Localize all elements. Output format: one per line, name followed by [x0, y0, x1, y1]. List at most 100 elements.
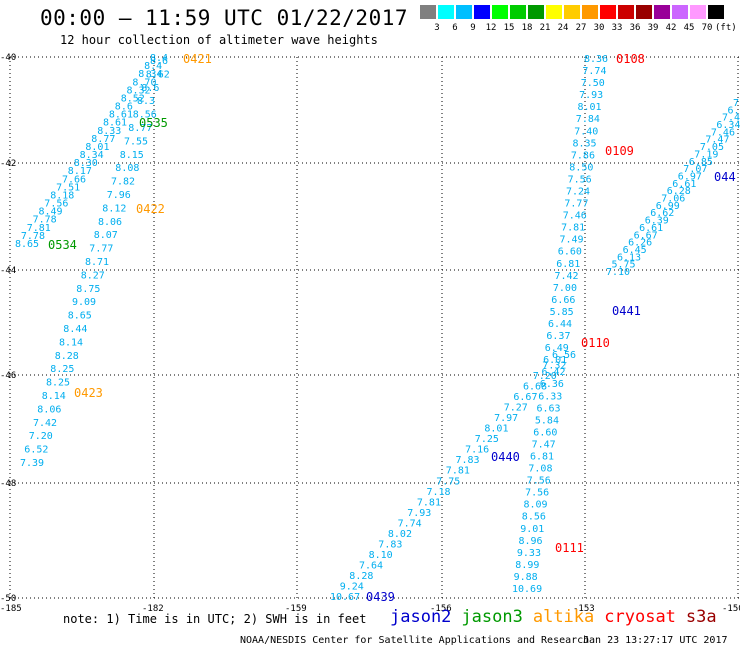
wave-height-value: 7.05 [700, 142, 724, 153]
wave-height-value: 7.42 [33, 418, 57, 429]
wave-height-value: 7.81 [446, 466, 470, 477]
wave-height-value: 9.01 [520, 524, 544, 535]
wave-height-value: 6.39 [645, 216, 669, 227]
wave-height-value: 6.52 [24, 445, 48, 456]
legend-swatch [600, 5, 616, 19]
wave-height-value: 7.18 [427, 487, 451, 498]
wave-height-value: 7.49 [560, 235, 584, 246]
wave-height-value: 7.24 [566, 187, 590, 198]
wave-height-value: 10.69 [512, 584, 542, 595]
wave-height-value: 8.6 [115, 102, 133, 113]
satellite-name: altika [532, 607, 595, 627]
latitude-label: -44 [0, 266, 16, 276]
legend-swatch [672, 5, 688, 19]
legend-label: 27 [575, 23, 587, 33]
wave-height-value: 7.10 [606, 267, 630, 278]
wave-height-value: 7.74 [398, 518, 422, 529]
legend-swatch [474, 5, 490, 19]
pass-time-label: 044 [714, 170, 736, 184]
legend-swatch [420, 5, 436, 19]
wave-height-value: 8.06 [98, 217, 122, 228]
wave-height-value: 6.60 [533, 427, 557, 438]
wave-height-value: 6.61 [672, 179, 696, 190]
wave-height-value: 7.42 [555, 271, 579, 282]
wave-height-value: 6.68 [523, 382, 547, 393]
map-grid [9, 56, 740, 599]
longitude-label: -153 [573, 604, 595, 614]
footer-note: note: 1) Time is in UTC; 2) SWH is in fe… [63, 612, 367, 626]
wave-height-value: 8.17 [68, 166, 92, 177]
wave-height-value: 6.28 [667, 186, 691, 197]
wave-height-value: 8.3 [137, 96, 155, 107]
wave-height-value: 7.16 [465, 445, 489, 456]
wave-height-value: 7.86 [571, 150, 595, 161]
latitude-label: -40 [0, 53, 16, 63]
wave-height-value: 6.13 [617, 252, 641, 263]
wave-height-value: 6.33 [538, 391, 562, 402]
pass-time-label: 0421 [183, 52, 212, 66]
wave-height-value: 8.08 [115, 163, 139, 174]
wave-height-value: 7.93 [579, 90, 603, 101]
wave-height-value: 8.75 [76, 284, 100, 295]
wave-height-value: 8.6 [141, 83, 159, 94]
wave-height-value: 6.67 [513, 392, 537, 403]
pass-time-label: 0535 [139, 116, 168, 130]
pass-time-label: 0108 [616, 52, 645, 66]
wave-height-value: 6.81 [556, 259, 580, 270]
wave-height-value: 7.27 [504, 403, 528, 414]
legend-swatch [708, 5, 724, 19]
wave-height-value: 7.83 [378, 539, 402, 550]
wave-height-value: 6.66 [551, 295, 575, 306]
wave-height-value: 7.84 [576, 114, 600, 125]
wave-height-value: 7.20 [533, 371, 557, 382]
wave-height-value: 8.56 [133, 110, 157, 121]
wave-height-value: 8.77 [91, 134, 115, 145]
legend-label: 21 [539, 23, 551, 33]
legend-swatch [510, 5, 526, 19]
legend-label: 36 [629, 23, 641, 33]
wave-height-value: 8.44 [63, 324, 87, 335]
wave-height-value: 8.28 [55, 351, 79, 362]
wave-height-value: 7.77 [564, 199, 588, 210]
wave-height-value: 7.56 [527, 476, 551, 487]
legend-label: (ft) [715, 23, 737, 33]
wave-height-value: 8.34 [138, 69, 162, 80]
wave-height-value: 8.07 [94, 230, 118, 241]
map-title: 00:00 – 11:59 UTC 01/22/2017 [40, 6, 409, 30]
legend-label: 42 [665, 23, 677, 33]
wave-height-value: 6.61 [639, 223, 663, 234]
wave-height-value: 6.45 [623, 245, 647, 256]
wave-height-value: 7 [733, 98, 739, 109]
legend-swatch [492, 5, 508, 19]
legend-swatch [636, 5, 652, 19]
satellite-name: jason2 [390, 607, 452, 627]
wave-height-value: 8.28 [349, 571, 373, 582]
wave-height-value: 7.40 [574, 126, 598, 137]
legend-label: 9 [470, 23, 476, 33]
wave-height-value: 6.99 [656, 201, 680, 212]
pass-time-label: 0109 [605, 144, 634, 158]
wave-height-value: 8.6 [150, 56, 168, 67]
wave-height-value: 8.14 [42, 391, 66, 402]
longitude-label: -159 [285, 604, 307, 614]
pass-time-label: 0423 [74, 386, 103, 400]
wave-height-value: 8.02 [388, 529, 412, 540]
wave-height-value: 6.81 [530, 452, 554, 463]
satellite-legend: jason2 jason3 altika cryosat s3a [390, 607, 727, 627]
wave-height-value: 6.60 [558, 247, 582, 258]
wave-height-value: 8.61 [103, 118, 127, 129]
legend-swatch [654, 5, 670, 19]
wave-height-value: 8.99 [515, 560, 539, 571]
wave-height-value: 8.10 [369, 550, 393, 561]
legend-label: 30 [593, 23, 605, 33]
wave-height-value: 9.33 [517, 548, 541, 559]
pass-time-label: 0110 [581, 336, 610, 350]
legend-swatch [546, 5, 562, 19]
wave-height-value: 6.85 [689, 157, 713, 168]
generated-timestamp: Jan 23 13:27:17 UTC 2017 [583, 635, 728, 646]
wave-height-value: 7.56 [44, 199, 68, 210]
wave-height-value: 7.56 [568, 175, 592, 186]
wave-height-value: 6.49 [545, 343, 569, 354]
wave-height-value: 7.32 [542, 361, 566, 372]
